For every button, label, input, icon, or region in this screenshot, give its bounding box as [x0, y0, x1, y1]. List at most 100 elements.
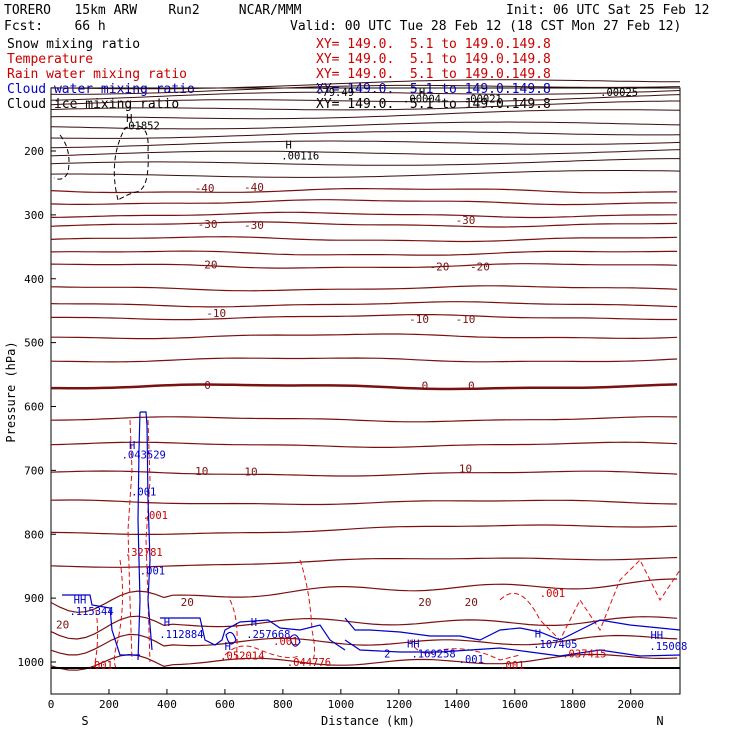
isotherm-line — [50, 211, 678, 219]
extremum-label: H — [126, 113, 132, 125]
isotherm-label: 20 — [418, 596, 431, 609]
extremum-label: 2 — [384, 649, 390, 661]
legend-rain: Rain water mixing ratio — [7, 67, 188, 82]
extremum-label: .112884 — [159, 629, 203, 641]
y-axis-title: Pressure (hPa) — [4, 341, 18, 442]
cloud-water-contour — [137, 411, 141, 661]
isotherm-line — [50, 188, 678, 194]
extremum-label: .037415 — [562, 649, 606, 661]
zero-isotherm — [51, 383, 678, 391]
x-tick-label: 600 — [215, 698, 235, 711]
extremum-label: .044776 — [287, 657, 331, 669]
x-tick-label: 200 — [99, 698, 119, 711]
isotherm-line — [50, 357, 678, 363]
extremum-label: .257668 — [246, 629, 290, 641]
upper-contour-line — [50, 131, 681, 139]
isotherm-line — [50, 633, 678, 656]
rain-contour — [113, 559, 124, 669]
isotherm-line — [50, 524, 678, 535]
legend-cloud-ice: Cloud ice mixing ratio — [7, 97, 180, 112]
cloud-water-contour — [289, 634, 301, 647]
isotherm-line — [50, 499, 678, 506]
y-tick-label: 1000 — [18, 656, 45, 669]
extremum-label: .01852 — [122, 120, 160, 132]
isotherm-line — [50, 236, 678, 243]
extremum-label: .001 — [459, 654, 484, 666]
legend-temperature: Temperature — [7, 52, 94, 67]
extremum-label: .001 — [143, 510, 168, 522]
upper-contour-line — [50, 140, 681, 149]
isotherm-label: 0 — [204, 379, 211, 392]
cloud-water-contour — [344, 639, 681, 657]
extremum-label: HH — [74, 594, 87, 606]
extremum-label: .001 — [273, 636, 298, 648]
isotherm-label: 20 — [56, 618, 69, 631]
isotherm-label: -40 — [195, 182, 215, 195]
extremum-label: H — [225, 641, 231, 653]
isotherm-label: 0 — [422, 379, 429, 392]
y-tick-label: 600 — [24, 401, 44, 414]
upper-contour-line — [50, 158, 680, 166]
isotherm-label: -10 — [206, 307, 226, 320]
isotherm-label: -20 — [198, 259, 218, 272]
upper-contour-line — [50, 149, 681, 157]
extremum-label: .001 — [140, 566, 165, 578]
forecast-hour: Fcst: 66 h — [4, 19, 106, 34]
isotherm-label: 10 — [459, 462, 472, 475]
x-tick-label: 1600 — [502, 698, 529, 711]
legend-temperature-range: XY= 149.0. 5.1 to 149.0.149.8 — [316, 52, 551, 67]
extremum-label: .043529 — [122, 449, 166, 461]
extremum-label: HH — [650, 630, 663, 642]
x-tick-label: 800 — [273, 698, 293, 711]
extremum-label: .001 — [131, 486, 156, 498]
cloud-water-contour — [160, 617, 346, 651]
x-tick-label: 2000 — [617, 698, 644, 711]
valid-time: Valid: 00 UTC Tue 28 Feb 12 (18 CST Mon … — [290, 19, 682, 34]
extremum-label: .052014 — [220, 651, 264, 663]
isotherm-line — [50, 250, 678, 256]
isotherm-label: -30 — [456, 214, 476, 227]
isotherm-label: 10 — [195, 465, 208, 478]
extremum-label: H — [286, 140, 292, 152]
isotherm-label: -20 — [470, 261, 490, 274]
x-tick-label: 1000 — [328, 698, 355, 711]
isotherm-label: -30 — [244, 219, 264, 232]
extremum-label: .115344 — [69, 606, 113, 618]
rain-contour — [499, 559, 681, 641]
isotherm-line — [50, 653, 678, 671]
y-tick-label: 500 — [24, 337, 44, 350]
isotherm-label: 0 — [468, 379, 475, 392]
x-tick-label: 1400 — [444, 698, 471, 711]
extremum-label: .001 — [540, 588, 565, 600]
rain-contour — [229, 599, 238, 661]
isotherm-label: -10 — [456, 313, 476, 326]
isotherm-line — [50, 221, 678, 228]
extremum-label: H — [251, 617, 257, 629]
rain-contour — [127, 419, 133, 661]
extremum-label: H — [535, 628, 541, 640]
y-tick-label: 400 — [24, 273, 44, 286]
extremum-label: .107405 — [533, 639, 577, 651]
legend-rain-range: XY= 149.0. 5.1 to 149.0.149.8 — [316, 67, 551, 82]
legend-cloud-ice-range: XY= 149.0. 5.1 to 149.0.149.8 — [316, 97, 551, 112]
isotherm-line — [50, 470, 678, 477]
isotherm-line — [50, 301, 678, 308]
extremum-label: .001 — [499, 660, 524, 672]
extremum-label: .15008 — [649, 641, 687, 653]
isotherm-line — [50, 615, 678, 640]
isotherm-line — [50, 441, 678, 448]
extremum-label: H — [164, 617, 170, 629]
extremum-label: H — [129, 440, 135, 452]
model-title: TORERO 15km ARW Run2 NCAR/MMM — [4, 3, 302, 18]
rain-contour — [409, 639, 521, 661]
x-tick-label: 1800 — [560, 698, 587, 711]
x-tick-label: 400 — [157, 698, 177, 711]
legend-snow: Snow mixing ratio — [7, 37, 141, 52]
isotherm-label: -10 — [409, 313, 429, 326]
y-tick-label: 900 — [24, 592, 44, 605]
legend-snow-range: XY= 149.0. 5.1 to 149.0.149.8 — [316, 37, 551, 52]
isotherm-line — [50, 263, 678, 269]
plot-frame — [50, 87, 681, 695]
isotherm-line — [51, 333, 678, 340]
cloud-water-contour — [344, 617, 681, 641]
